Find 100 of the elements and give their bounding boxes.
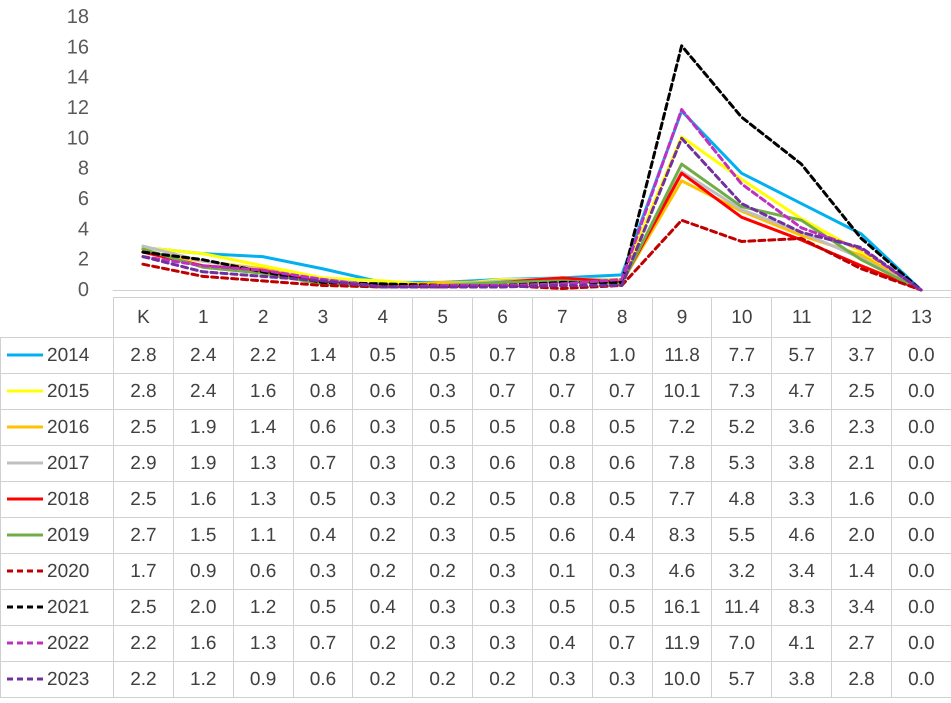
data-label: 0.0 xyxy=(891,482,951,518)
data-label: 0.3 xyxy=(293,554,353,590)
data-label: 2.7 xyxy=(832,626,892,662)
data-label: 0.3 xyxy=(472,590,532,626)
data-label: 0.3 xyxy=(412,446,473,482)
legend-label: 2020 xyxy=(0,554,114,590)
data-label: 0.9 xyxy=(173,554,234,590)
data-label: 0.2 xyxy=(352,662,413,698)
data-label: 0.5 xyxy=(352,338,413,374)
data-label: 8.3 xyxy=(652,518,712,554)
data-label: 0.9 xyxy=(233,662,294,698)
x-tick-label: 10 xyxy=(712,298,772,338)
data-label: 0.5 xyxy=(592,590,652,626)
data-label: 11.4 xyxy=(712,590,772,626)
data-label: 4.6 xyxy=(652,554,712,590)
data-label: 0.6 xyxy=(233,554,294,590)
data-label: 2.3 xyxy=(832,410,892,446)
data-label: 0.6 xyxy=(532,518,592,554)
data-label: 2.8 xyxy=(114,338,174,374)
data-label: 2.1 xyxy=(832,446,892,482)
data-label: 2.5 xyxy=(114,410,174,446)
data-label: 0.6 xyxy=(293,662,353,698)
data-label: 2.7 xyxy=(114,518,174,554)
x-tick-label: 7 xyxy=(532,298,592,338)
x-tick-label: 8 xyxy=(592,298,652,338)
data-label: 2.0 xyxy=(173,590,234,626)
x-tick-label: 9 xyxy=(652,298,712,338)
data-label: 1.4 xyxy=(233,410,294,446)
data-label: 1.6 xyxy=(173,626,234,662)
x-tick-label: 5 xyxy=(412,298,473,338)
x-tick-label: 13 xyxy=(891,298,951,338)
x-tick-label: 3 xyxy=(293,298,353,338)
data-label: 0.3 xyxy=(412,626,473,662)
data-label: 11.9 xyxy=(652,626,712,662)
legend-label: 2021 xyxy=(0,590,114,626)
data-label: 0.4 xyxy=(532,626,592,662)
data-label: 0.0 xyxy=(891,338,951,374)
legend-label: 2019 xyxy=(0,518,114,554)
data-label: 0.5 xyxy=(472,482,532,518)
data-label: 3.3 xyxy=(772,482,832,518)
x-tick-label: K xyxy=(114,298,174,338)
data-label: 1.3 xyxy=(233,482,294,518)
data-label: 0.5 xyxy=(592,482,652,518)
data-label: 0.6 xyxy=(293,410,353,446)
data-label: 0.7 xyxy=(532,374,592,410)
data-label: 2.0 xyxy=(832,518,892,554)
data-label: 0.5 xyxy=(412,410,473,446)
legend-label: 2015 xyxy=(0,374,114,410)
data-label: 0.7 xyxy=(592,626,652,662)
data-label: 2.5 xyxy=(114,482,174,518)
data-label: 0.2 xyxy=(352,518,413,554)
data-label: 0.8 xyxy=(293,374,353,410)
data-label: 2.8 xyxy=(832,662,892,698)
data-label: 4.1 xyxy=(772,626,832,662)
data-label: 0.5 xyxy=(412,338,473,374)
data-label: 1.6 xyxy=(233,374,294,410)
data-label: 0.8 xyxy=(532,446,592,482)
data-label: 0.8 xyxy=(532,482,592,518)
data-label: 4.8 xyxy=(712,482,772,518)
data-label: 7.8 xyxy=(652,446,712,482)
data-label: 0.3 xyxy=(352,410,413,446)
data-label: 3.4 xyxy=(772,554,832,590)
data-label: 0.2 xyxy=(412,554,473,590)
y-tick-label: 18 xyxy=(66,6,89,28)
legend-label: 2023 xyxy=(0,662,114,698)
data-label: 0.0 xyxy=(891,410,951,446)
data-label: 1.4 xyxy=(293,338,353,374)
data-label: 1.3 xyxy=(233,446,294,482)
data-label: 5.2 xyxy=(712,410,772,446)
legend-label: 2022 xyxy=(0,626,114,662)
data-label: 2.2 xyxy=(114,626,174,662)
data-label: 0.0 xyxy=(891,554,951,590)
data-label: 0.8 xyxy=(532,338,592,374)
data-label: 0.3 xyxy=(412,590,473,626)
x-tick-label: 1 xyxy=(173,298,234,338)
data-label: 0.4 xyxy=(592,518,652,554)
data-label: 0.3 xyxy=(412,374,473,410)
data-label: 3.8 xyxy=(772,446,832,482)
data-label: 0.7 xyxy=(293,626,353,662)
data-label: 0.2 xyxy=(412,482,473,518)
data-label: 0.4 xyxy=(293,518,353,554)
data-label: 0.0 xyxy=(891,374,951,410)
data-label: 1.7 xyxy=(114,554,174,590)
data-label: 0.6 xyxy=(352,374,413,410)
data-label: 7.2 xyxy=(652,410,712,446)
data-label: 1.1 xyxy=(233,518,294,554)
data-label: 5.5 xyxy=(712,518,772,554)
data-label: 0.2 xyxy=(412,662,473,698)
x-tick-label: 6 xyxy=(472,298,532,338)
data-label: 0.3 xyxy=(472,554,532,590)
data-label: 0.3 xyxy=(532,662,592,698)
data-label: 2.5 xyxy=(114,590,174,626)
data-label: 0.6 xyxy=(472,446,532,482)
y-tick-label: 6 xyxy=(78,188,89,210)
data-label: 1.5 xyxy=(173,518,234,554)
data-label: 2.2 xyxy=(114,662,174,698)
data-label: 0.0 xyxy=(891,518,951,554)
data-label: 0.0 xyxy=(891,590,951,626)
data-label: 0.5 xyxy=(472,518,532,554)
data-label: 0.6 xyxy=(592,446,652,482)
